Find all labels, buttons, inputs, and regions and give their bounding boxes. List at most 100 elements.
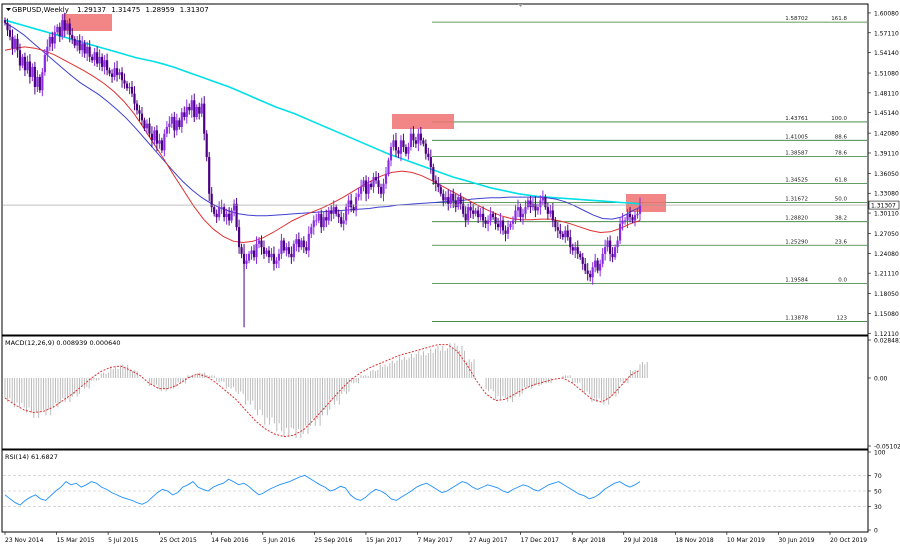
candle-body	[118, 72, 121, 75]
candle	[549, 204, 552, 218]
candle-body	[330, 210, 333, 214]
candle-body	[91, 56, 94, 61]
candle	[414, 136, 417, 148]
candle	[145, 119, 149, 135]
candle	[88, 40, 91, 62]
candle-body	[18, 50, 22, 66]
highlight-boxes[interactable]	[62, 14, 666, 212]
candle	[317, 211, 320, 224]
date-tick-label: 5 Jun 2016	[263, 537, 295, 544]
fib-level-price: 1.31672	[785, 197, 808, 203]
fib-level-percent: 161.8	[831, 16, 847, 22]
candle-body	[175, 120, 178, 131]
ema-line	[4, 46, 641, 244]
candle-body	[198, 106, 201, 114]
candle-body	[586, 270, 589, 274]
date-tick-label: 23 Nov 2014	[5, 537, 44, 544]
candle-body	[377, 180, 380, 188]
candle-body	[220, 207, 223, 208]
candle-body	[295, 239, 298, 244]
candle-body	[53, 32, 56, 44]
candle	[382, 178, 385, 202]
candle-body	[245, 260, 248, 264]
candle	[511, 216, 515, 230]
candle	[599, 259, 602, 277]
candle	[272, 246, 276, 271]
date-tick-label: 20 Oct 2019	[830, 537, 867, 544]
candle	[26, 55, 29, 74]
candle-body	[414, 140, 417, 144]
candle-body	[462, 203, 465, 214]
candle	[618, 217, 622, 244]
scroll-marker-icon[interactable]	[518, 4, 523, 7]
candle	[325, 209, 328, 228]
candle-body	[302, 240, 305, 248]
candle	[320, 209, 323, 234]
candle-body	[145, 123, 149, 129]
candle	[195, 104, 198, 120]
candle	[170, 113, 173, 128]
candle	[604, 239, 607, 261]
candle	[185, 99, 188, 124]
candle-body	[459, 197, 462, 204]
candle	[78, 34, 81, 54]
candle	[566, 224, 569, 241]
candle-body	[467, 207, 470, 221]
candle	[534, 196, 537, 218]
candle-body	[153, 130, 156, 141]
candle	[113, 62, 116, 81]
candle	[399, 135, 403, 162]
candle-body	[287, 247, 290, 254]
candle-body	[173, 116, 176, 131]
price-tick-label: 1.18050	[874, 291, 899, 298]
candle-body	[123, 80, 126, 84]
candle	[609, 235, 612, 262]
fib-level-price: 1.28820	[785, 216, 808, 222]
candle-body	[429, 157, 432, 168]
candle	[267, 246, 271, 264]
candle	[554, 217, 557, 232]
candle-body	[322, 217, 325, 228]
candle	[190, 95, 193, 118]
candle-body	[335, 207, 338, 214]
candle-body	[297, 239, 300, 248]
candle	[218, 201, 221, 221]
candle-body	[46, 46, 49, 55]
candle-body	[163, 133, 166, 151]
candle-body	[185, 106, 188, 117]
candle-body	[559, 230, 562, 234]
rsi-tick-label: 30	[874, 504, 882, 511]
candle	[419, 126, 422, 146]
candle	[516, 199, 520, 218]
candle-body	[444, 197, 447, 201]
candle	[564, 226, 567, 244]
fib-level-percent: 61.8	[835, 178, 848, 184]
candle	[135, 100, 139, 115]
candle-body	[218, 207, 221, 218]
candle-body	[499, 220, 502, 228]
candle-body	[623, 220, 627, 222]
price-tick-label: 1.45140	[874, 110, 899, 117]
candle-body	[138, 110, 141, 114]
candle	[250, 246, 253, 260]
fib-level-percent: 88.6	[835, 134, 848, 140]
candle-body	[225, 213, 228, 218]
candle-body	[48, 36, 51, 47]
candle	[125, 80, 129, 91]
symbol-menu-icon[interactable]	[6, 8, 11, 11]
candle	[374, 171, 378, 184]
candle-body	[350, 200, 353, 208]
candle	[11, 29, 14, 55]
candle	[282, 237, 286, 254]
fibonacci-retracement[interactable]: 1.58702 161.8 1.43761 100.0 1.41005 88.6 1.385…	[432, 16, 867, 322]
candle	[48, 33, 51, 52]
candle-body	[230, 210, 233, 221]
candle	[33, 61, 36, 95]
candle	[255, 236, 258, 264]
candle-body	[247, 253, 251, 261]
candle-body	[240, 247, 243, 254]
rsi-label: RSI(14) 61.6827	[5, 453, 58, 461]
candle-body	[252, 250, 256, 258]
